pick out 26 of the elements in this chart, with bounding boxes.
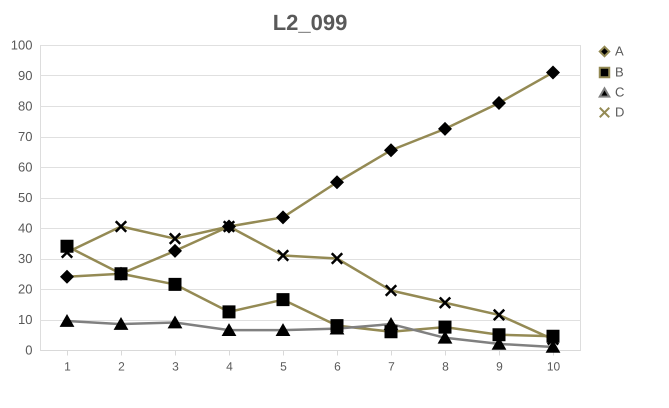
- y-tick-label: 30: [18, 251, 32, 266]
- y-tick-label: 60: [18, 160, 32, 174]
- x-tick-label: 10: [546, 360, 560, 374]
- y-tick-label: 100: [10, 38, 32, 52]
- y-tick-label: 10: [18, 312, 32, 327]
- x-tick-label: 5: [280, 360, 288, 374]
- y-tick-label: 90: [18, 68, 32, 83]
- chart-title: L2_099: [272, 10, 348, 35]
- y-tick-label: 40: [18, 220, 32, 236]
- x-tick-label: 6: [334, 360, 342, 374]
- x-tick-label: 7: [388, 360, 396, 374]
- x-tick-label: 8: [442, 360, 450, 374]
- y-tick-label: 20: [18, 282, 32, 296]
- x-tick-label: 1: [64, 360, 72, 374]
- legend-label: C: [615, 84, 624, 100]
- y-tick-label: 70: [18, 129, 32, 144]
- legend-label: B: [615, 64, 624, 80]
- x-tick-label: 9: [496, 360, 504, 374]
- y-tick-label: 80: [18, 98, 32, 114]
- x-tick-label: 4: [226, 360, 234, 374]
- legend-label: D: [615, 104, 624, 120]
- legend-label: A: [615, 44, 624, 58]
- x-tick-label: 2: [118, 360, 126, 374]
- y-tick-label: 0: [25, 342, 32, 358]
- y-tick-label: 50: [18, 190, 32, 205]
- x-tick-label: 3: [172, 360, 180, 374]
